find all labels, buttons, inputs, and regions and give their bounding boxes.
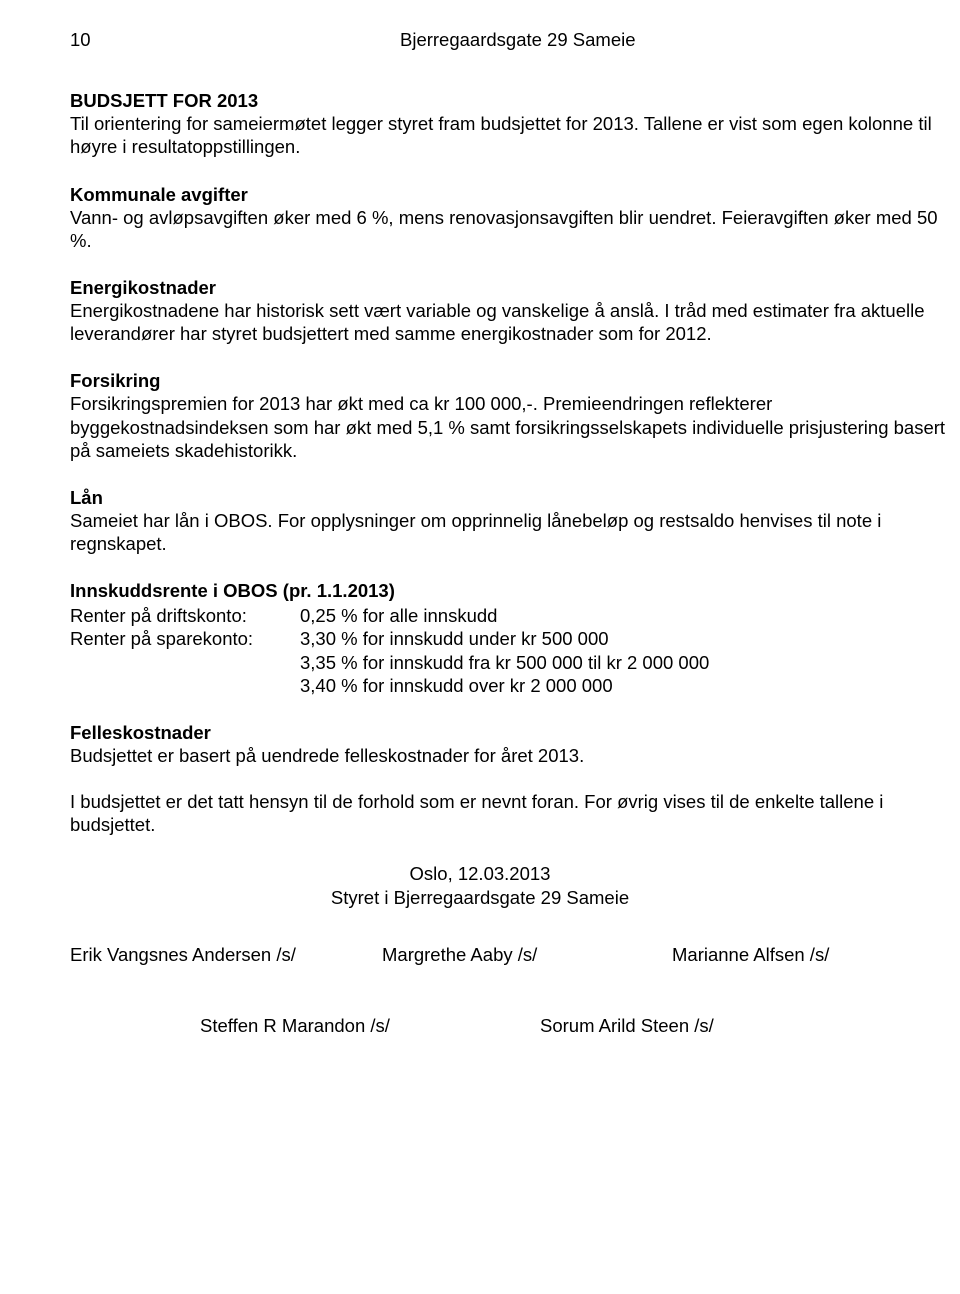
- forsikring-heading: Forsikring: [70, 369, 948, 392]
- rate-row: Renter på sparekonto: 3,30 % for innskud…: [70, 627, 948, 650]
- rate-label: Renter på sparekonto:: [70, 627, 300, 650]
- kommunale-section: Kommunale avgifter Vann- og avløpsavgift…: [70, 183, 948, 252]
- signature-4: Steffen R Marandon /s/: [200, 1014, 540, 1037]
- energi-heading: Energikostnader: [70, 276, 948, 299]
- rate-value: 3,35 % for innskudd fra kr 500 000 til k…: [300, 651, 709, 674]
- kommunale-text: Vann- og avløpsavgiften øker med 6 %, me…: [70, 206, 948, 252]
- header-title: Bjerregaardsgate 29 Sameie: [400, 28, 636, 51]
- forsikring-section: Forsikring Forsikringspremien for 2013 h…: [70, 369, 948, 462]
- signature-2: Margrethe Aaby /s/: [382, 943, 672, 966]
- place-date: Oslo, 12.03.2013: [70, 862, 890, 885]
- rate-value: 3,40 % for innskudd over kr 2 000 000: [300, 674, 613, 697]
- energi-section: Energikostnader Energikostnadene har his…: [70, 276, 948, 345]
- rate-row: 3,35 % for innskudd fra kr 500 000 til k…: [70, 651, 948, 674]
- budget-text: Til orientering for sameiermøtet legger …: [70, 112, 948, 158]
- laan-text: Sameiet har lån i OBOS. For opplysninger…: [70, 509, 948, 555]
- innskudd-section: Innskuddsrente i OBOS (pr. 1.1.2013) Ren…: [70, 579, 948, 697]
- kommunale-heading: Kommunale avgifter: [70, 183, 948, 206]
- rate-label: Renter på driftskonto:: [70, 604, 300, 627]
- page-number: 10: [70, 28, 400, 51]
- signature-1: Erik Vangsnes Andersen /s/: [70, 943, 382, 966]
- energi-text: Energikostnadene har historisk sett vært…: [70, 299, 948, 345]
- budget-section: BUDSJETT FOR 2013 Til orientering for sa…: [70, 89, 948, 158]
- laan-section: Lån Sameiet har lån i OBOS. For opplysni…: [70, 486, 948, 555]
- felles-section: Felleskostnader Budsjettet er basert på …: [70, 721, 948, 837]
- rate-row: 3,40 % for innskudd over kr 2 000 000: [70, 674, 948, 697]
- rate-label: [70, 651, 300, 674]
- felles-text1: Budsjettet er basert på uendrede fellesk…: [70, 744, 948, 767]
- forsikring-text: Forsikringspremien for 2013 har økt med …: [70, 392, 948, 461]
- felles-heading: Felleskostnader: [70, 721, 948, 744]
- signature-3: Marianne Alfsen /s/: [672, 943, 829, 966]
- rate-label: [70, 674, 300, 697]
- signatures-row-2: Steffen R Marandon /s/ Sorum Arild Steen…: [70, 1014, 948, 1037]
- laan-heading: Lån: [70, 486, 948, 509]
- signatures-row-1: Erik Vangsnes Andersen /s/ Margrethe Aab…: [70, 943, 948, 966]
- budget-heading: BUDSJETT FOR 2013: [70, 89, 948, 112]
- styret-line: Styret i Bjerregaardsgate 29 Sameie: [70, 886, 890, 909]
- rate-value: 0,25 % for alle innskudd: [300, 604, 497, 627]
- closing-block: Oslo, 12.03.2013 Styret i Bjerregaardsga…: [70, 862, 948, 908]
- felles-text2: I budsjettet er det tatt hensyn til de f…: [70, 790, 948, 836]
- rate-value: 3,30 % for innskudd under kr 500 000: [300, 627, 609, 650]
- rate-row: Renter på driftskonto: 0,25 % for alle i…: [70, 604, 948, 627]
- page-header: 10 Bjerregaardsgate 29 Sameie: [70, 28, 948, 51]
- rates-table: Renter på driftskonto: 0,25 % for alle i…: [70, 604, 948, 697]
- signature-5: Sorum Arild Steen /s/: [540, 1014, 714, 1037]
- innskudd-heading: Innskuddsrente i OBOS (pr. 1.1.2013): [70, 579, 948, 602]
